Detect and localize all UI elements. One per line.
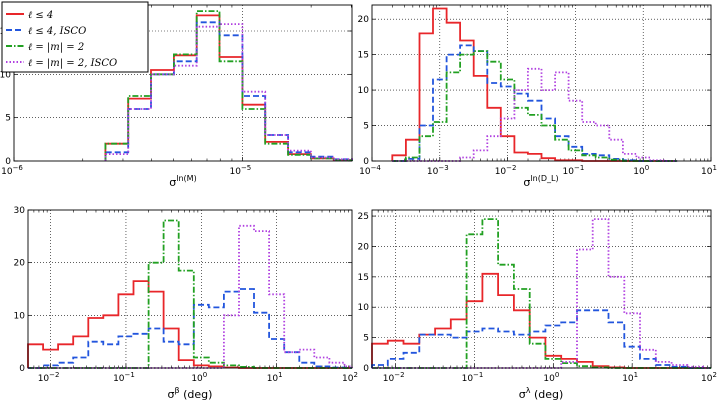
x-tick-label: 10−2 — [495, 164, 517, 177]
x-tick-label: 10−2 — [383, 371, 405, 384]
x-axis-label: σλ (deg) — [519, 386, 564, 401]
x-tick-label: 102 — [342, 371, 358, 384]
hist-series-2 — [28, 219, 352, 369]
panel-mass: 10−610−5051015σln(M) — [0, 4, 353, 189]
y-tick-label: 5 — [5, 114, 11, 124]
y-tick-label: 10 — [14, 311, 26, 321]
y-tick-label: 20 — [358, 15, 370, 25]
y-tick-label: 10 — [358, 86, 370, 96]
x-axis-label: σβ (deg) — [168, 386, 213, 401]
hist-series-3 — [392, 67, 678, 162]
hist-series-1 — [371, 309, 711, 369]
legend-label-2: ℓ = |m| = 2 — [28, 42, 84, 53]
axes-frame — [371, 4, 712, 162]
x-tick-label: 101 — [267, 371, 283, 384]
x-tick-label: 10−3 — [427, 164, 449, 177]
y-tick-label: 0 — [363, 157, 369, 167]
hist-series-3 — [28, 224, 353, 369]
y-tick-label: 25 — [358, 212, 369, 222]
hist-series-0 — [391, 7, 678, 162]
axes-frame — [371, 209, 712, 369]
hist-series-3 — [372, 218, 711, 369]
axes-frame — [27, 209, 353, 369]
hist-series-2 — [392, 50, 678, 162]
y-tick-label: 0 — [5, 157, 11, 167]
y-tick-label: 30 — [14, 206, 26, 216]
hist-series-1 — [392, 44, 678, 162]
hist-series-1 — [28, 288, 352, 369]
x-tick-label: 10−1 — [462, 371, 484, 384]
y-tick-label: 0 — [19, 364, 25, 374]
y-tick-label: 10 — [358, 303, 370, 313]
y-tick-label: 20 — [14, 259, 26, 269]
x-tick-label: 10−1 — [113, 371, 135, 384]
x-tick-label: 100 — [633, 164, 649, 177]
x-tick-label: 101 — [701, 164, 717, 177]
x-tick-label: 10−5 — [229, 164, 251, 177]
y-tick-label: 10 — [0, 70, 11, 80]
hist-series-3 — [104, 23, 353, 161]
x-tick-label: 101 — [622, 371, 638, 384]
x-tick-label: 10−4 — [359, 164, 381, 177]
x-tick-label: 102 — [701, 371, 717, 384]
x-tick-label: 10−2 — [38, 371, 60, 384]
legend-box — [1, 1, 149, 73]
hist-series-0 — [371, 272, 711, 369]
x-tick-label: 100 — [543, 371, 559, 384]
panel-distance: 10−4 10−3 10−2 10−1 100 101 0 5 10 15 20 σln(D_L) — [358, 4, 717, 189]
legend-label-0: ℓ ≤ 4 — [28, 10, 53, 21]
x-tick-label: 10−6 — [1, 164, 23, 177]
y-tick-label: 5 — [363, 122, 369, 132]
y-tick-label: 15 — [358, 273, 369, 283]
legend: ℓ ≤ 4 ℓ ≤ 4, ISCO ℓ = |m| = 2 ℓ = |m| = 2, … — [1, 1, 149, 73]
panel-lambda: 10−2 10−1 100 101 102 0 5 10 15 20 25 σλ (deg) — [358, 209, 717, 401]
x-axis-label: σln(M) — [169, 174, 196, 189]
axes-frame — [13, 4, 353, 162]
x-axis-label: σln(D_L) — [523, 174, 558, 189]
x-tick-label: 10−1 — [563, 164, 585, 177]
hist-series-0 — [27, 280, 352, 369]
x-tick-label: 100 — [191, 371, 207, 384]
y-tick-label: 0 — [363, 364, 369, 374]
legend-label-3: ℓ = |m| = 2, ISCO — [28, 58, 117, 69]
y-tick-label: 15 — [358, 51, 369, 61]
hist-series-2 — [372, 218, 711, 369]
y-tick-label: 5 — [363, 334, 369, 344]
y-tick-label: 20 — [358, 242, 370, 252]
legend-label-1: ℓ ≤ 4, ISCO — [28, 26, 86, 37]
